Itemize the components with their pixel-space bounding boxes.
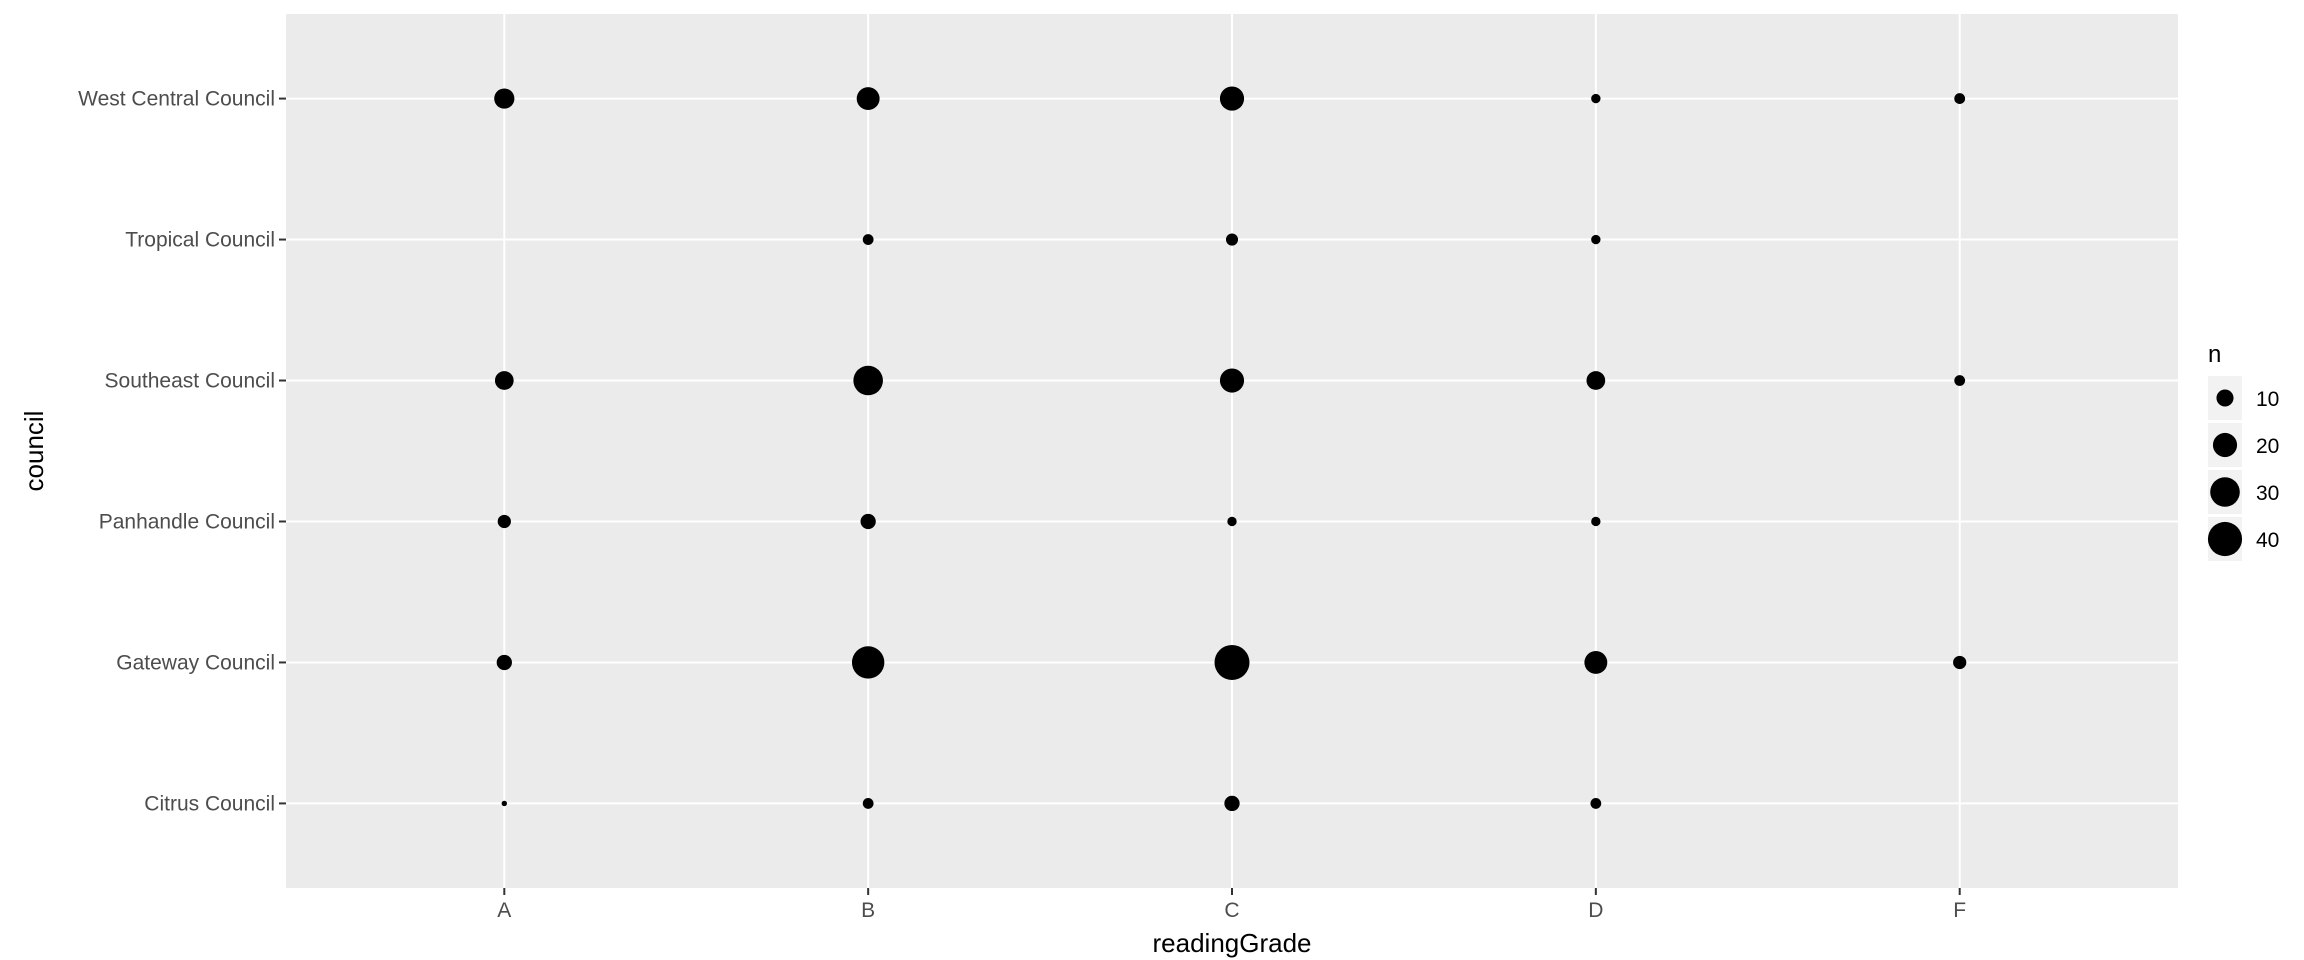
data-point-west-central-council-f xyxy=(1954,93,1966,104)
data-point-gateway-council-d xyxy=(1584,650,1608,674)
data-point-citrus-council-d xyxy=(1590,798,1602,809)
data-point-citrus-council-c xyxy=(1224,795,1240,812)
data-point-panhandle-council-a xyxy=(497,514,511,529)
data-point-west-central-council-d xyxy=(1591,93,1601,104)
size-legend: n 10 20 30 40 xyxy=(2207,341,2279,561)
data-point-west-central-council-a xyxy=(494,88,515,109)
legend-label: 40 xyxy=(2256,529,2279,552)
y-tick-label-west-central-council: West Central Council xyxy=(78,88,275,111)
legend-key-point xyxy=(2212,432,2238,458)
legend-title: n xyxy=(2208,341,2221,368)
x-tick-label-d: D xyxy=(1588,899,1603,922)
y-tick-label-southeast-council: Southeast Council xyxy=(105,370,275,393)
data-point-west-central-council-c xyxy=(1219,86,1245,111)
data-point-panhandle-council-b xyxy=(860,513,876,530)
legend-key-point xyxy=(2207,521,2243,557)
legend-key-point xyxy=(2210,477,2240,507)
data-point-citrus-council-b xyxy=(862,798,874,809)
y-tick-label-gateway-council: Gateway Council xyxy=(116,651,275,674)
data-point-tropical-council-c xyxy=(1225,233,1239,246)
data-point-citrus-council-a xyxy=(501,800,508,807)
data-point-west-central-council-b xyxy=(856,87,880,111)
data-point-southeast-council-a xyxy=(494,371,514,390)
x-tick-label-c: C xyxy=(1224,899,1239,922)
data-point-gateway-council-c xyxy=(1214,644,1250,680)
legend-label: 10 xyxy=(2256,388,2279,411)
legend-label: 20 xyxy=(2256,435,2279,458)
data-point-gateway-council-a xyxy=(496,654,512,671)
data-point-panhandle-council-d xyxy=(1591,516,1601,527)
data-point-tropical-council-d xyxy=(1591,234,1601,245)
axis-ticks xyxy=(279,97,1961,895)
y-tick-label-tropical-council: Tropical Council xyxy=(125,229,275,252)
y-axis-tick-labels: Citrus Council Gateway Council Panhandle C… xyxy=(78,88,275,816)
data-point-southeast-council-c xyxy=(1219,368,1245,393)
x-tick-label-f: F xyxy=(1953,899,1966,922)
legend-items: 10 20 30 40 xyxy=(2207,376,2279,561)
legend-label: 30 xyxy=(2256,482,2279,505)
data-point-southeast-council-f xyxy=(1954,375,1966,386)
y-tick-label-citrus-council: Citrus Council xyxy=(144,792,275,815)
x-axis-title: readingGrade xyxy=(1153,928,1312,958)
data-point-southeast-council-b xyxy=(853,365,883,396)
x-tick-label-a: A xyxy=(497,899,511,922)
data-point-gateway-council-f xyxy=(1953,655,1967,670)
legend-key-point xyxy=(2216,389,2234,407)
data-point-southeast-council-d xyxy=(1586,371,1606,390)
data-point-panhandle-council-c xyxy=(1227,516,1237,527)
y-tick-label-panhandle-council: Panhandle Council xyxy=(99,510,275,533)
data-points xyxy=(494,86,1967,812)
y-axis-title: council xyxy=(19,411,49,492)
data-point-gateway-council-b xyxy=(851,646,885,679)
x-tick-label-b: B xyxy=(861,899,875,922)
data-point-tropical-council-b xyxy=(862,234,874,245)
